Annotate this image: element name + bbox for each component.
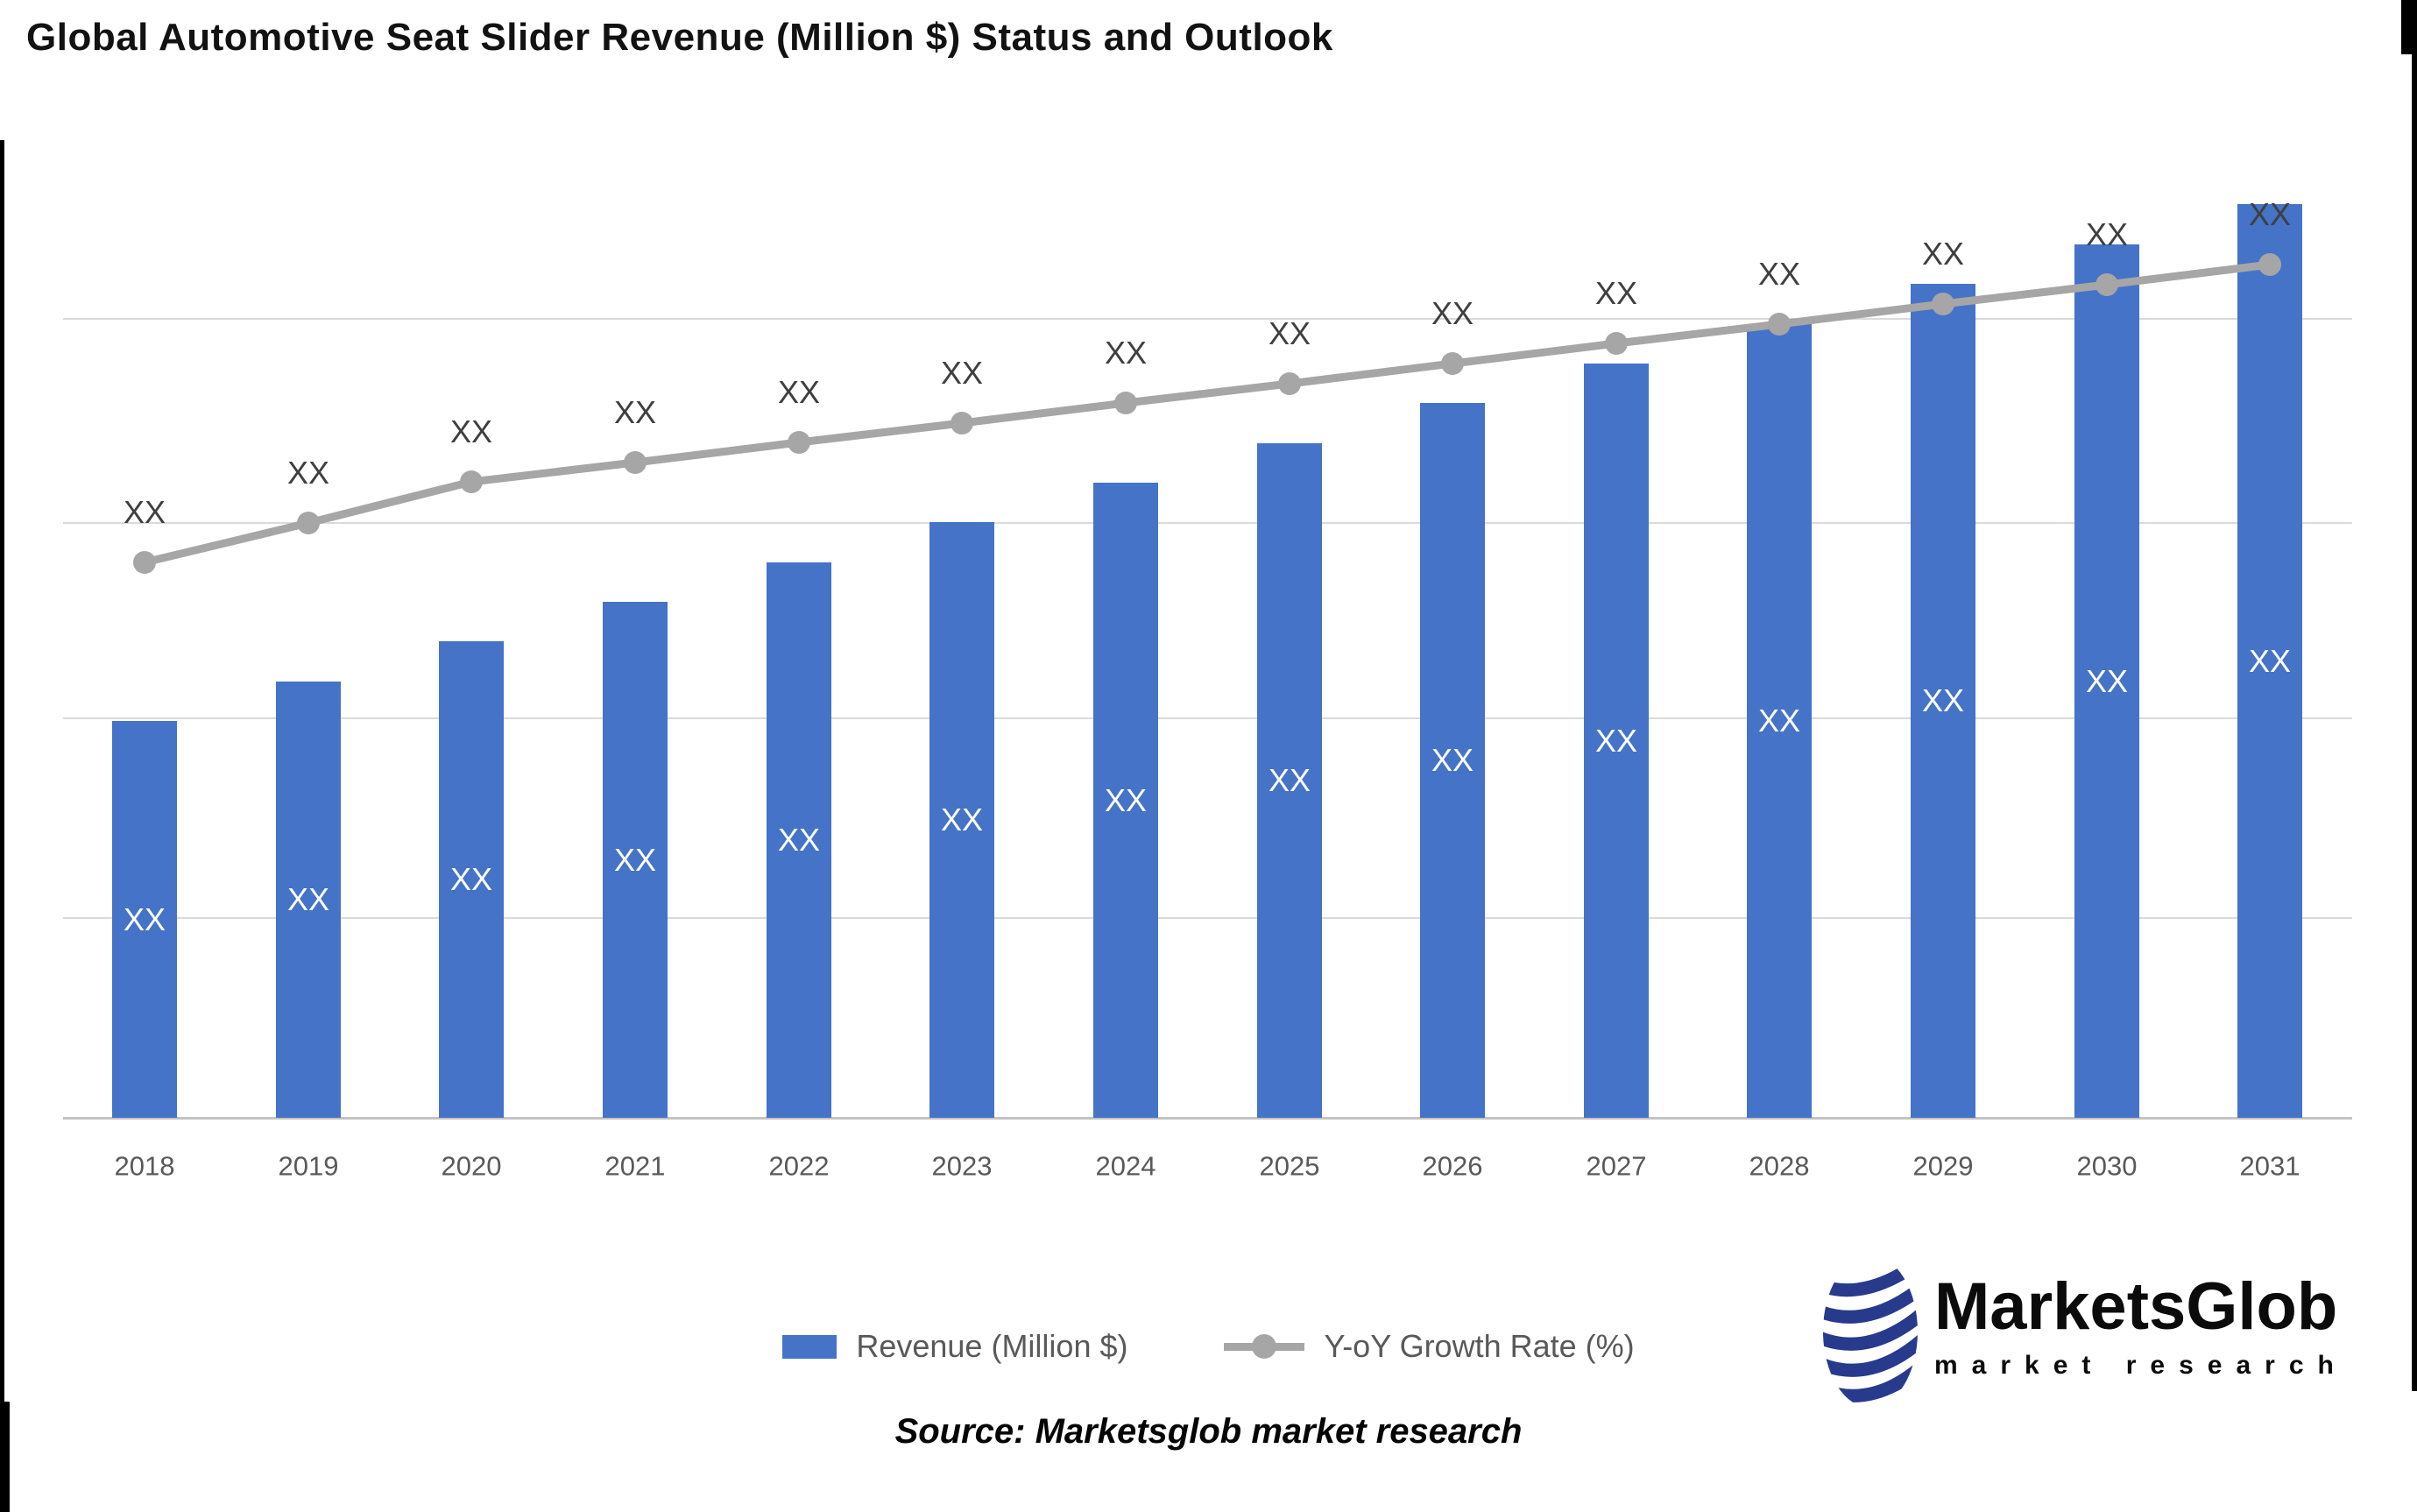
bar-2022 — [767, 562, 831, 1118]
gridline — [63, 318, 2352, 320]
bar-2029 — [1911, 284, 1975, 1118]
logo-wordmark: MarketsGlob — [1934, 1269, 2338, 1344]
bar-value-label-2027: XX — [1594, 722, 1638, 759]
chart-title: Global Automotive Seat Slider Revenue (M… — [26, 16, 1333, 59]
screen-edge-right-block — [2401, 0, 2415, 54]
screen-edge-left-line — [0, 140, 4, 1403]
growth-point-2028 — [1768, 313, 1791, 336]
bar-2030 — [2074, 244, 2139, 1118]
year-label-2024: 2024 — [1095, 1150, 1156, 1182]
bar-2018 — [112, 721, 177, 1118]
bar-2026 — [1420, 403, 1485, 1118]
year-label-2025: 2025 — [1259, 1150, 1320, 1182]
bar-value-label-2024: XX — [1104, 781, 1148, 818]
bar-2028 — [1747, 324, 1812, 1118]
growth-point-2019 — [297, 512, 320, 534]
year-label-2022: 2022 — [768, 1150, 830, 1182]
bar-value-label-2028: XX — [1757, 703, 1801, 738]
bar-value-label-2022: XX — [777, 822, 821, 858]
bar-value-label-2026: XX — [1431, 742, 1474, 778]
x-axis-line — [63, 1117, 2352, 1120]
bar-2021 — [603, 602, 668, 1118]
growth-point-2025 — [1278, 372, 1301, 395]
bar-value-label-2020: XX — [449, 861, 493, 897]
logo-text-block: MarketsGlob market research — [1934, 1254, 2348, 1381]
gridline — [63, 522, 2352, 524]
year-label-2026: 2026 — [1422, 1150, 1483, 1182]
bar-value-label-2031: XX — [2248, 642, 2292, 679]
bar-value-label-2019: XX — [286, 881, 330, 917]
legend: Revenue (Million $) Y-oY Growth Rate (%) — [0, 1328, 2417, 1365]
year-label-2028: 2028 — [1749, 1150, 1810, 1182]
growth-point-2018 — [133, 551, 156, 574]
screen-edge-left-block — [0, 1402, 10, 1512]
growth-value-label-2021: XX — [613, 394, 657, 430]
year-label-2020: 2020 — [441, 1150, 502, 1182]
growth-point-2021 — [624, 451, 647, 474]
globe-icon — [1823, 1255, 1918, 1408]
growth-point-2027 — [1605, 332, 1628, 355]
growth-point-2030 — [2095, 273, 2118, 296]
growth-legend-dot-icon — [1252, 1334, 1277, 1359]
year-label-2021: 2021 — [604, 1150, 666, 1182]
bar-value-label-2030: XX — [2085, 662, 2129, 699]
growth-point-2026 — [1441, 352, 1464, 375]
growth-line — [143, 260, 2271, 567]
gridline — [63, 717, 2352, 719]
bar-2024 — [1093, 483, 1158, 1118]
growth-value-label-2024: XX — [1104, 335, 1148, 371]
bar-value-label-2029: XX — [1921, 682, 1965, 718]
bar-2025 — [1257, 443, 1322, 1118]
bar-2020 — [439, 641, 504, 1118]
growth-value-label-2022: XX — [777, 374, 821, 410]
growth-point-2031 — [2258, 253, 2281, 276]
bar-2031 — [2237, 204, 2302, 1118]
growth-value-label-2023: XX — [940, 355, 984, 391]
growth-point-2023 — [951, 412, 973, 435]
bar-2023 — [929, 522, 994, 1118]
growth-value-label-2028: XX — [1757, 256, 1801, 292]
growth-value-label-2025: XX — [1268, 315, 1311, 351]
growth-value-label-2031: XX — [2248, 196, 2292, 232]
source-note: Source: Marketsglob market research — [894, 1412, 1523, 1451]
growth-value-label-2026: XX — [1431, 295, 1474, 331]
bar-value-label-2025: XX — [1268, 762, 1311, 798]
growth-value-label-2020: XX — [449, 413, 493, 449]
bar-2019 — [276, 682, 341, 1118]
growth-value-label-2030: XX — [2085, 216, 2129, 252]
growth-point-2024 — [1114, 392, 1137, 414]
growth-point-2020 — [460, 470, 483, 493]
growth-point-2022 — [788, 431, 810, 454]
marketsglob-logo: MarketsGlob market research — [1822, 1254, 2348, 1409]
year-label-2018: 2018 — [114, 1150, 175, 1182]
year-label-2031: 2031 — [2239, 1150, 2300, 1182]
growth-value-label-2019: XX — [286, 455, 330, 491]
growth-value-label-2018: XX — [123, 494, 166, 530]
screen-edge-right-line — [2412, 0, 2417, 1391]
year-label-2019: 2019 — [278, 1150, 339, 1182]
bar-2027 — [1584, 364, 1649, 1118]
revenue-legend-swatch-icon — [782, 1334, 837, 1359]
logo-tagline: market research — [1934, 1351, 2348, 1380]
bar-value-label-2023: XX — [940, 802, 984, 837]
bar-value-label-2018: XX — [123, 901, 166, 937]
year-label-2027: 2027 — [1586, 1150, 1647, 1182]
growth-point-2029 — [1932, 293, 1954, 315]
revenue-legend-label: Revenue (Million $) — [856, 1328, 1128, 1364]
year-label-2030: 2030 — [2076, 1150, 2138, 1182]
gridline — [63, 917, 2352, 919]
year-label-2023: 2023 — [931, 1150, 993, 1182]
year-label-2029: 2029 — [1912, 1150, 1974, 1182]
growth-legend-marker-icon — [1224, 1334, 1305, 1359]
bar-value-label-2021: XX — [613, 841, 657, 878]
growth-value-label-2029: XX — [1921, 236, 1965, 272]
growth-value-label-2027: XX — [1594, 275, 1638, 311]
growth-legend-label: Y-oY Growth Rate (%) — [1324, 1328, 1635, 1364]
